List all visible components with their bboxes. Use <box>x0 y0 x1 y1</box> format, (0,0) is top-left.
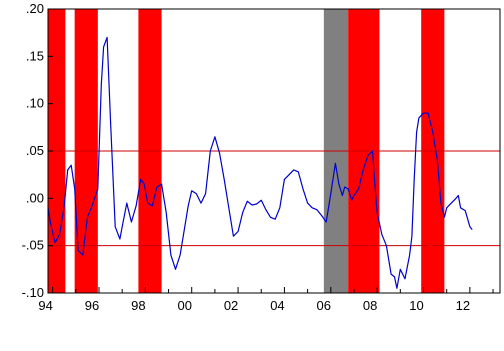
x-tick-label-2: 98 <box>131 298 145 313</box>
y-tick-label-2: .10 <box>26 96 44 111</box>
y-axis: .20 .15 .10 .05 .00 -.05 -.10 <box>22 1 53 300</box>
y-tick-label-3: .05 <box>26 143 44 158</box>
series-line-0 <box>47 36 473 289</box>
x-tick-label-9: 12 <box>456 298 470 313</box>
x-tick-label-1: 96 <box>85 298 99 313</box>
x-tick-label-0: 94 <box>38 298 52 313</box>
series-layer <box>47 36 473 289</box>
x-tick-label-5: 04 <box>270 298 284 313</box>
y-tick-label-6: -.10 <box>22 285 44 300</box>
threshold-lines <box>48 150 500 247</box>
x-tick-label-7: 08 <box>363 298 377 313</box>
y-tick-label-0: .20 <box>26 1 44 16</box>
y-tick-label-4: .00 <box>26 190 44 205</box>
y-tick-label-5: -.05 <box>22 238 44 253</box>
x-axis: 94 96 98 00 02 04 06 08 10 12 <box>38 287 494 313</box>
x-tick-label-8: 10 <box>409 298 423 313</box>
y-tick-label-1: .15 <box>26 48 44 63</box>
x-tick-label-6: 06 <box>317 298 331 313</box>
x-tick-label-3: 00 <box>177 298 191 313</box>
x-tick-label-4: 02 <box>224 298 238 313</box>
